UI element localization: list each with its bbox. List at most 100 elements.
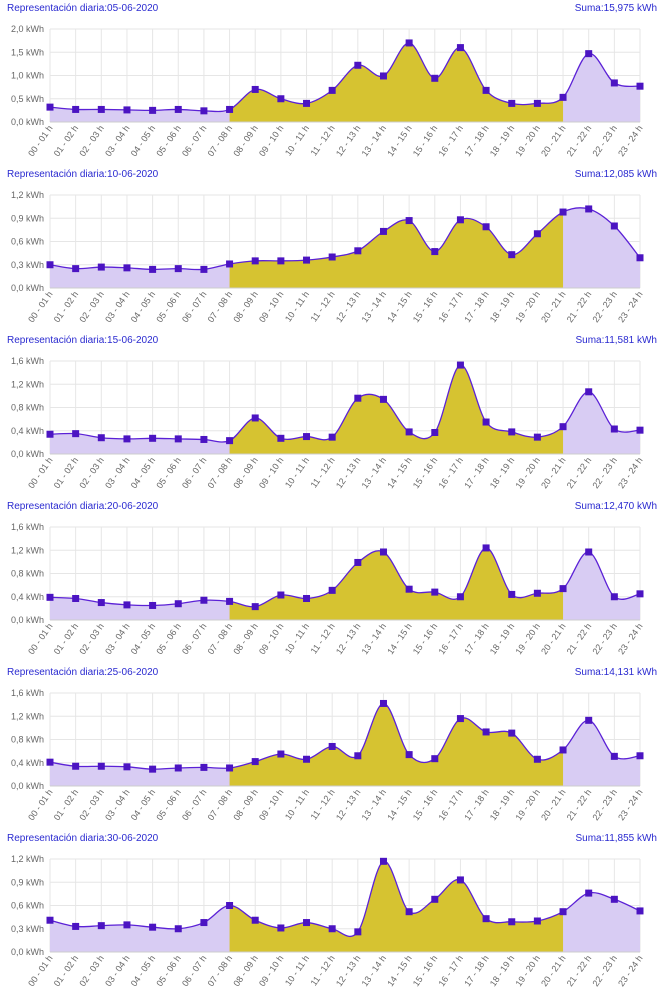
data-point-marker [328, 433, 336, 441]
x-tick-label: 03 - 04 h [103, 289, 132, 324]
data-point-marker [636, 752, 644, 760]
x-tick-label: 04 - 05 h [129, 953, 158, 988]
x-tick-label: 15 - 16 h [411, 455, 440, 490]
data-point-marker [328, 925, 336, 933]
data-point-marker [200, 596, 208, 604]
data-point-marker [533, 589, 541, 597]
x-tick-label: 17 - 18 h [462, 787, 491, 822]
data-point-marker [149, 923, 157, 931]
data-point-marker [277, 924, 285, 932]
data-point-marker [585, 50, 593, 58]
data-point-marker [559, 93, 567, 101]
data-point-marker [354, 394, 362, 402]
x-tick-label: 01 - 02 h [52, 289, 81, 324]
data-point-marker [277, 434, 285, 442]
x-tick-label: 02 - 03 h [77, 289, 106, 324]
sum-label: Suma:11,581 kWh [575, 335, 657, 346]
x-tick-label: 10 - 11 h [283, 787, 311, 821]
x-tick-label: 05 - 06 h [154, 455, 183, 490]
x-tick-label: 18 - 19 h [488, 621, 517, 656]
data-point-marker [46, 430, 54, 438]
x-tick-label: 07 - 08 h [206, 455, 235, 490]
x-tick-label: 07 - 08 h [206, 953, 235, 988]
x-tick-label: 08 - 09 h [231, 455, 260, 490]
x-tick-label: 02 - 03 h [77, 621, 106, 656]
data-point-marker [46, 916, 54, 924]
data-point-marker [303, 755, 311, 763]
x-tick-label: 16 - 17 h [437, 123, 466, 158]
data-point-marker [328, 86, 336, 94]
data-point-marker [508, 99, 516, 107]
x-tick-label: 15 - 16 h [411, 289, 440, 324]
x-tick-label: 22 - 23 h [590, 953, 619, 988]
y-tick-label: 0,4 kWh [11, 592, 44, 602]
data-point-marker [431, 74, 439, 82]
x-tick-label: 21 - 22 h [565, 953, 594, 988]
x-tick-label: 07 - 08 h [206, 621, 235, 656]
sum-label: Suma:11,855 kWh [575, 833, 657, 844]
y-tick-label: 0,0 kWh [11, 449, 44, 459]
x-tick-label: 07 - 08 h [206, 787, 235, 822]
data-point-marker [97, 599, 105, 607]
data-point-marker [610, 425, 618, 433]
x-tick-label: 04 - 05 h [129, 289, 158, 324]
y-tick-label: 1,6 kWh [11, 688, 44, 698]
x-tick-label: 17 - 18 h [462, 621, 491, 656]
x-tick-label: 07 - 08 h [206, 289, 235, 324]
data-point-marker [354, 61, 362, 69]
data-point-marker [405, 908, 413, 916]
data-point-marker [303, 99, 311, 107]
data-point-marker [585, 388, 593, 396]
y-tick-label: 0,0 kWh [11, 117, 44, 127]
x-tick-label: 09 - 10 h [257, 123, 286, 158]
x-tick-label: 23 - 24 h [616, 953, 645, 988]
data-point-marker [174, 105, 182, 113]
x-tick-label: 05 - 06 h [154, 953, 183, 988]
chart-title: Representación diaria:25-06-2020 [7, 667, 159, 678]
x-tick-label: 21 - 22 h [565, 455, 594, 490]
x-tick-label: 22 - 23 h [590, 455, 619, 490]
data-point-marker [328, 586, 336, 594]
x-tick-label: 18 - 19 h [488, 953, 517, 988]
x-tick-label: 22 - 23 h [590, 289, 619, 324]
x-tick-label: 03 - 04 h [103, 621, 132, 656]
data-point-marker [123, 601, 131, 609]
chart-title: Representación diaria:20-06-2020 [7, 501, 159, 512]
x-tick-label: 20 - 21 h [539, 289, 568, 324]
data-point-marker [379, 857, 387, 865]
x-tick-label: 20 - 21 h [539, 621, 568, 656]
data-point-marker [533, 230, 541, 238]
data-point-marker [303, 919, 311, 927]
data-point-marker [226, 902, 234, 909]
data-point-marker [123, 763, 131, 771]
data-point-marker [482, 915, 490, 923]
data-point-marker [226, 105, 234, 113]
data-point-marker [482, 223, 490, 231]
x-tick-label: 21 - 22 h [565, 123, 594, 158]
x-tick-label: 20 - 21 h [539, 787, 568, 822]
y-tick-label: 0,0 kWh [11, 615, 44, 625]
data-point-marker [559, 908, 567, 916]
data-point-marker [533, 433, 541, 441]
data-point-marker [123, 264, 131, 272]
data-point-marker [174, 435, 182, 443]
data-point-marker [379, 699, 387, 707]
data-point-marker [354, 247, 362, 255]
x-tick-label: 03 - 04 h [103, 455, 132, 490]
y-tick-label: 0,0 kWh [11, 781, 44, 791]
x-tick-label: 15 - 16 h [411, 787, 440, 822]
chart-title: Representación diaria:30-06-2020 [7, 833, 159, 844]
x-tick-label: 19 - 20 h [513, 621, 542, 656]
data-point-marker [431, 428, 439, 436]
data-point-marker [303, 594, 311, 602]
data-point-marker [123, 106, 131, 114]
data-point-marker [251, 916, 259, 924]
data-point-marker [251, 85, 259, 93]
x-tick-label: 19 - 20 h [513, 289, 542, 324]
data-point-marker [149, 434, 157, 442]
data-point-marker [226, 597, 234, 605]
x-tick-label: 00 - 01 h [26, 787, 55, 822]
data-point-marker [149, 765, 157, 773]
data-point-marker [46, 593, 54, 601]
x-tick-label: 01 - 02 h [52, 455, 81, 490]
